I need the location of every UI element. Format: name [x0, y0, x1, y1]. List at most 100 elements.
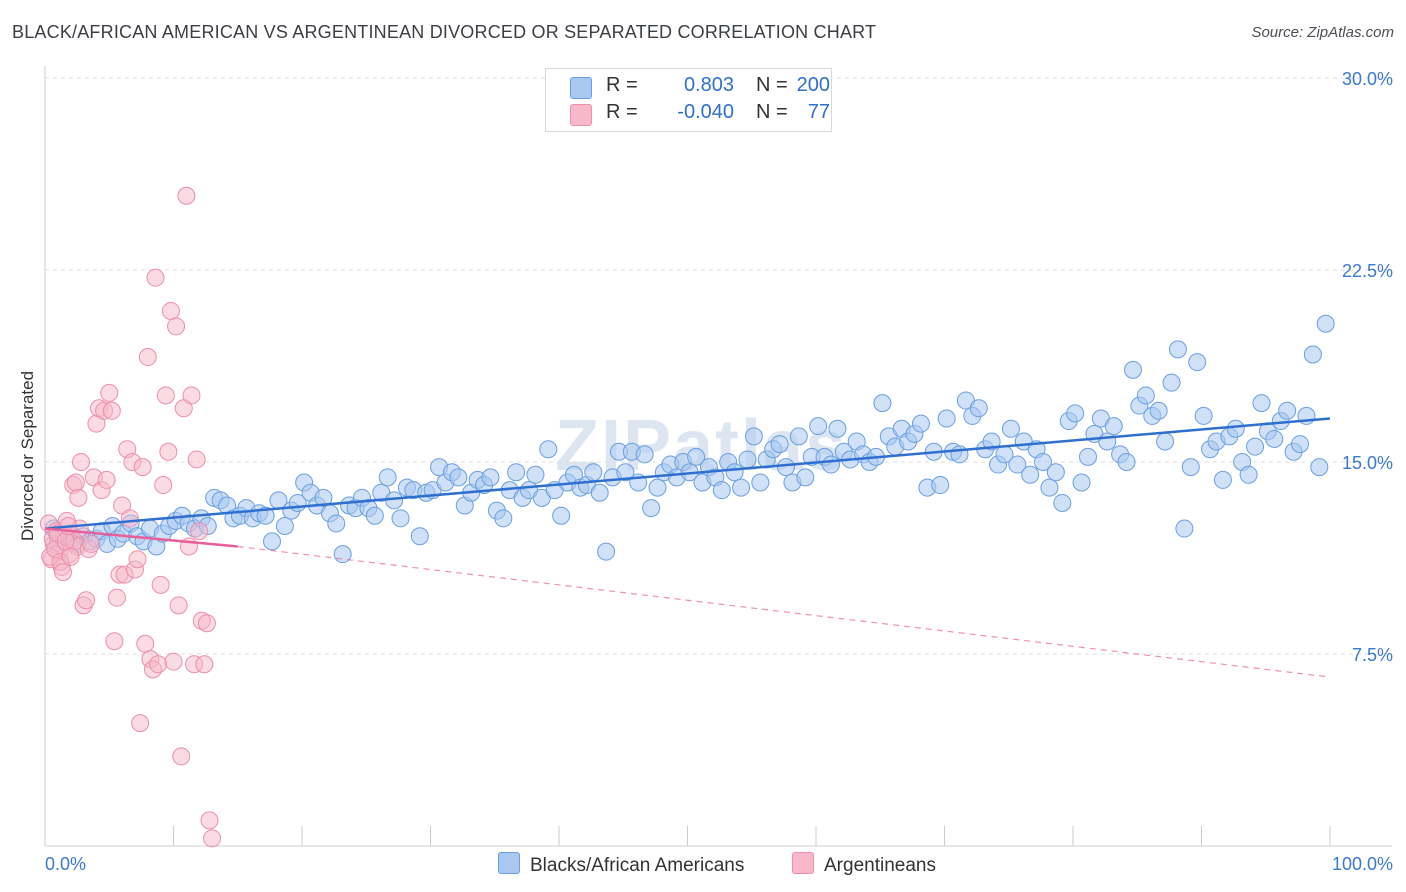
- point-blacks: [1034, 453, 1053, 471]
- legend-n-label: N =: [756, 74, 788, 96]
- pink-swatch-icon: [792, 852, 814, 874]
- legend-r-label: R =: [606, 74, 638, 96]
- point-blacks: [828, 419, 847, 438]
- point-blacks: [1008, 455, 1027, 474]
- point-argentineans: [69, 488, 88, 507]
- point-argentineans: [197, 614, 216, 633]
- stats-legend: R = 0.803 N = 200 R = -0.040 N = 77: [545, 68, 832, 132]
- point-argentineans: [100, 383, 119, 402]
- point-argentineans: [149, 655, 168, 674]
- legend-r-value: 0.803: [683, 74, 734, 96]
- x-tick-label-min: 0.0%: [45, 854, 86, 874]
- trend-line-argentineans-projection: [237, 545, 1331, 678]
- point-blacks: [982, 432, 1001, 451]
- point-argentineans: [105, 632, 124, 651]
- point-blacks: [1252, 394, 1271, 413]
- legend-n-label: N =: [756, 101, 788, 123]
- point-argentineans: [146, 268, 165, 287]
- point-blacks: [687, 447, 706, 466]
- point-argentineans: [82, 534, 101, 553]
- point-argentineans: [151, 575, 170, 594]
- blue-swatch-icon: [498, 852, 520, 874]
- point-argentineans: [187, 450, 206, 469]
- point-argentineans: [167, 317, 186, 336]
- chart-title: BLACK/AFRICAN AMERICAN VS ARGENTINEAN DI…: [12, 22, 877, 42]
- point-blacks: [449, 468, 468, 487]
- point-blacks: [1136, 386, 1155, 405]
- legend-label-blacks: Blacks/African Americans: [530, 855, 745, 876]
- legend-n-value: 200: [796, 74, 830, 96]
- point-argentineans: [161, 301, 180, 320]
- point-blacks: [1168, 340, 1187, 359]
- point-blacks: [1123, 360, 1142, 379]
- point-blacks: [796, 468, 815, 487]
- point-blacks: [539, 440, 558, 459]
- point-argentineans: [190, 522, 209, 541]
- point-argentineans: [53, 563, 72, 582]
- point-argentineans: [120, 509, 139, 528]
- point-argentineans: [156, 386, 175, 405]
- point-argentineans: [159, 442, 178, 461]
- point-blacks: [911, 414, 930, 433]
- point-blacks: [712, 481, 731, 500]
- point-blacks: [526, 465, 545, 484]
- legend-r-label: R =: [606, 101, 638, 123]
- point-blacks: [1117, 453, 1136, 471]
- point-blacks: [1104, 417, 1123, 436]
- point-blacks: [1246, 437, 1265, 456]
- y-tick-label: 7.5%: [1352, 645, 1393, 665]
- point-blacks: [969, 399, 988, 418]
- point-blacks: [770, 435, 789, 454]
- point-blacks: [1053, 493, 1072, 512]
- y-tick-label: 22.5%: [1342, 261, 1393, 281]
- point-blacks: [256, 506, 275, 525]
- point-blacks: [507, 463, 526, 482]
- point-blacks: [1265, 429, 1284, 448]
- point-argentineans: [136, 634, 155, 653]
- trend-line-blacks: [44, 417, 1331, 530]
- point-blacks: [1175, 519, 1194, 538]
- legend-r-value: -0.040: [677, 101, 734, 123]
- point-blacks: [751, 473, 770, 492]
- point-argentineans: [66, 473, 85, 492]
- point-blacks: [809, 417, 828, 436]
- point-argentineans: [102, 401, 121, 420]
- point-argentineans: [203, 829, 222, 848]
- point-blacks: [263, 532, 282, 551]
- point-argentineans: [195, 655, 214, 674]
- point-blacks: [1021, 465, 1040, 484]
- point-blacks: [648, 478, 667, 497]
- point-blacks: [314, 488, 333, 507]
- blue-swatch-icon: [570, 77, 592, 99]
- point-blacks: [1239, 465, 1258, 484]
- trend-line-argentineans: [44, 527, 238, 548]
- point-blacks: [1194, 406, 1213, 425]
- point-argentineans: [97, 470, 116, 489]
- point-blacks: [635, 445, 654, 464]
- point-blacks: [1156, 432, 1175, 451]
- point-blacks: [327, 514, 346, 533]
- point-blacks: [584, 463, 603, 482]
- point-blacks: [777, 458, 796, 477]
- point-blacks: [738, 450, 757, 469]
- point-blacks: [1001, 419, 1020, 438]
- point-blacks: [1181, 458, 1200, 477]
- point-blacks: [597, 542, 616, 561]
- point-argentineans: [131, 714, 150, 733]
- legend-item-argentineans: Argentineans: [792, 852, 936, 877]
- point-blacks: [616, 463, 635, 482]
- point-blacks: [552, 506, 571, 525]
- point-blacks: [1226, 419, 1245, 438]
- point-blacks: [1162, 373, 1181, 392]
- point-blacks: [1149, 401, 1168, 420]
- point-argentineans: [128, 550, 147, 569]
- point-blacks: [950, 445, 969, 464]
- point-blacks: [1078, 447, 1097, 466]
- point-blacks: [789, 427, 808, 446]
- point-blacks: [1303, 345, 1322, 364]
- point-blacks: [1046, 463, 1065, 482]
- point-argentineans: [164, 652, 183, 671]
- point-argentineans: [61, 547, 80, 566]
- legend-label-argentineans: Argentineans: [824, 855, 936, 876]
